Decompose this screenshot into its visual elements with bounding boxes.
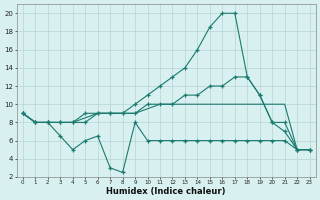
X-axis label: Humidex (Indice chaleur): Humidex (Indice chaleur) <box>107 187 226 196</box>
